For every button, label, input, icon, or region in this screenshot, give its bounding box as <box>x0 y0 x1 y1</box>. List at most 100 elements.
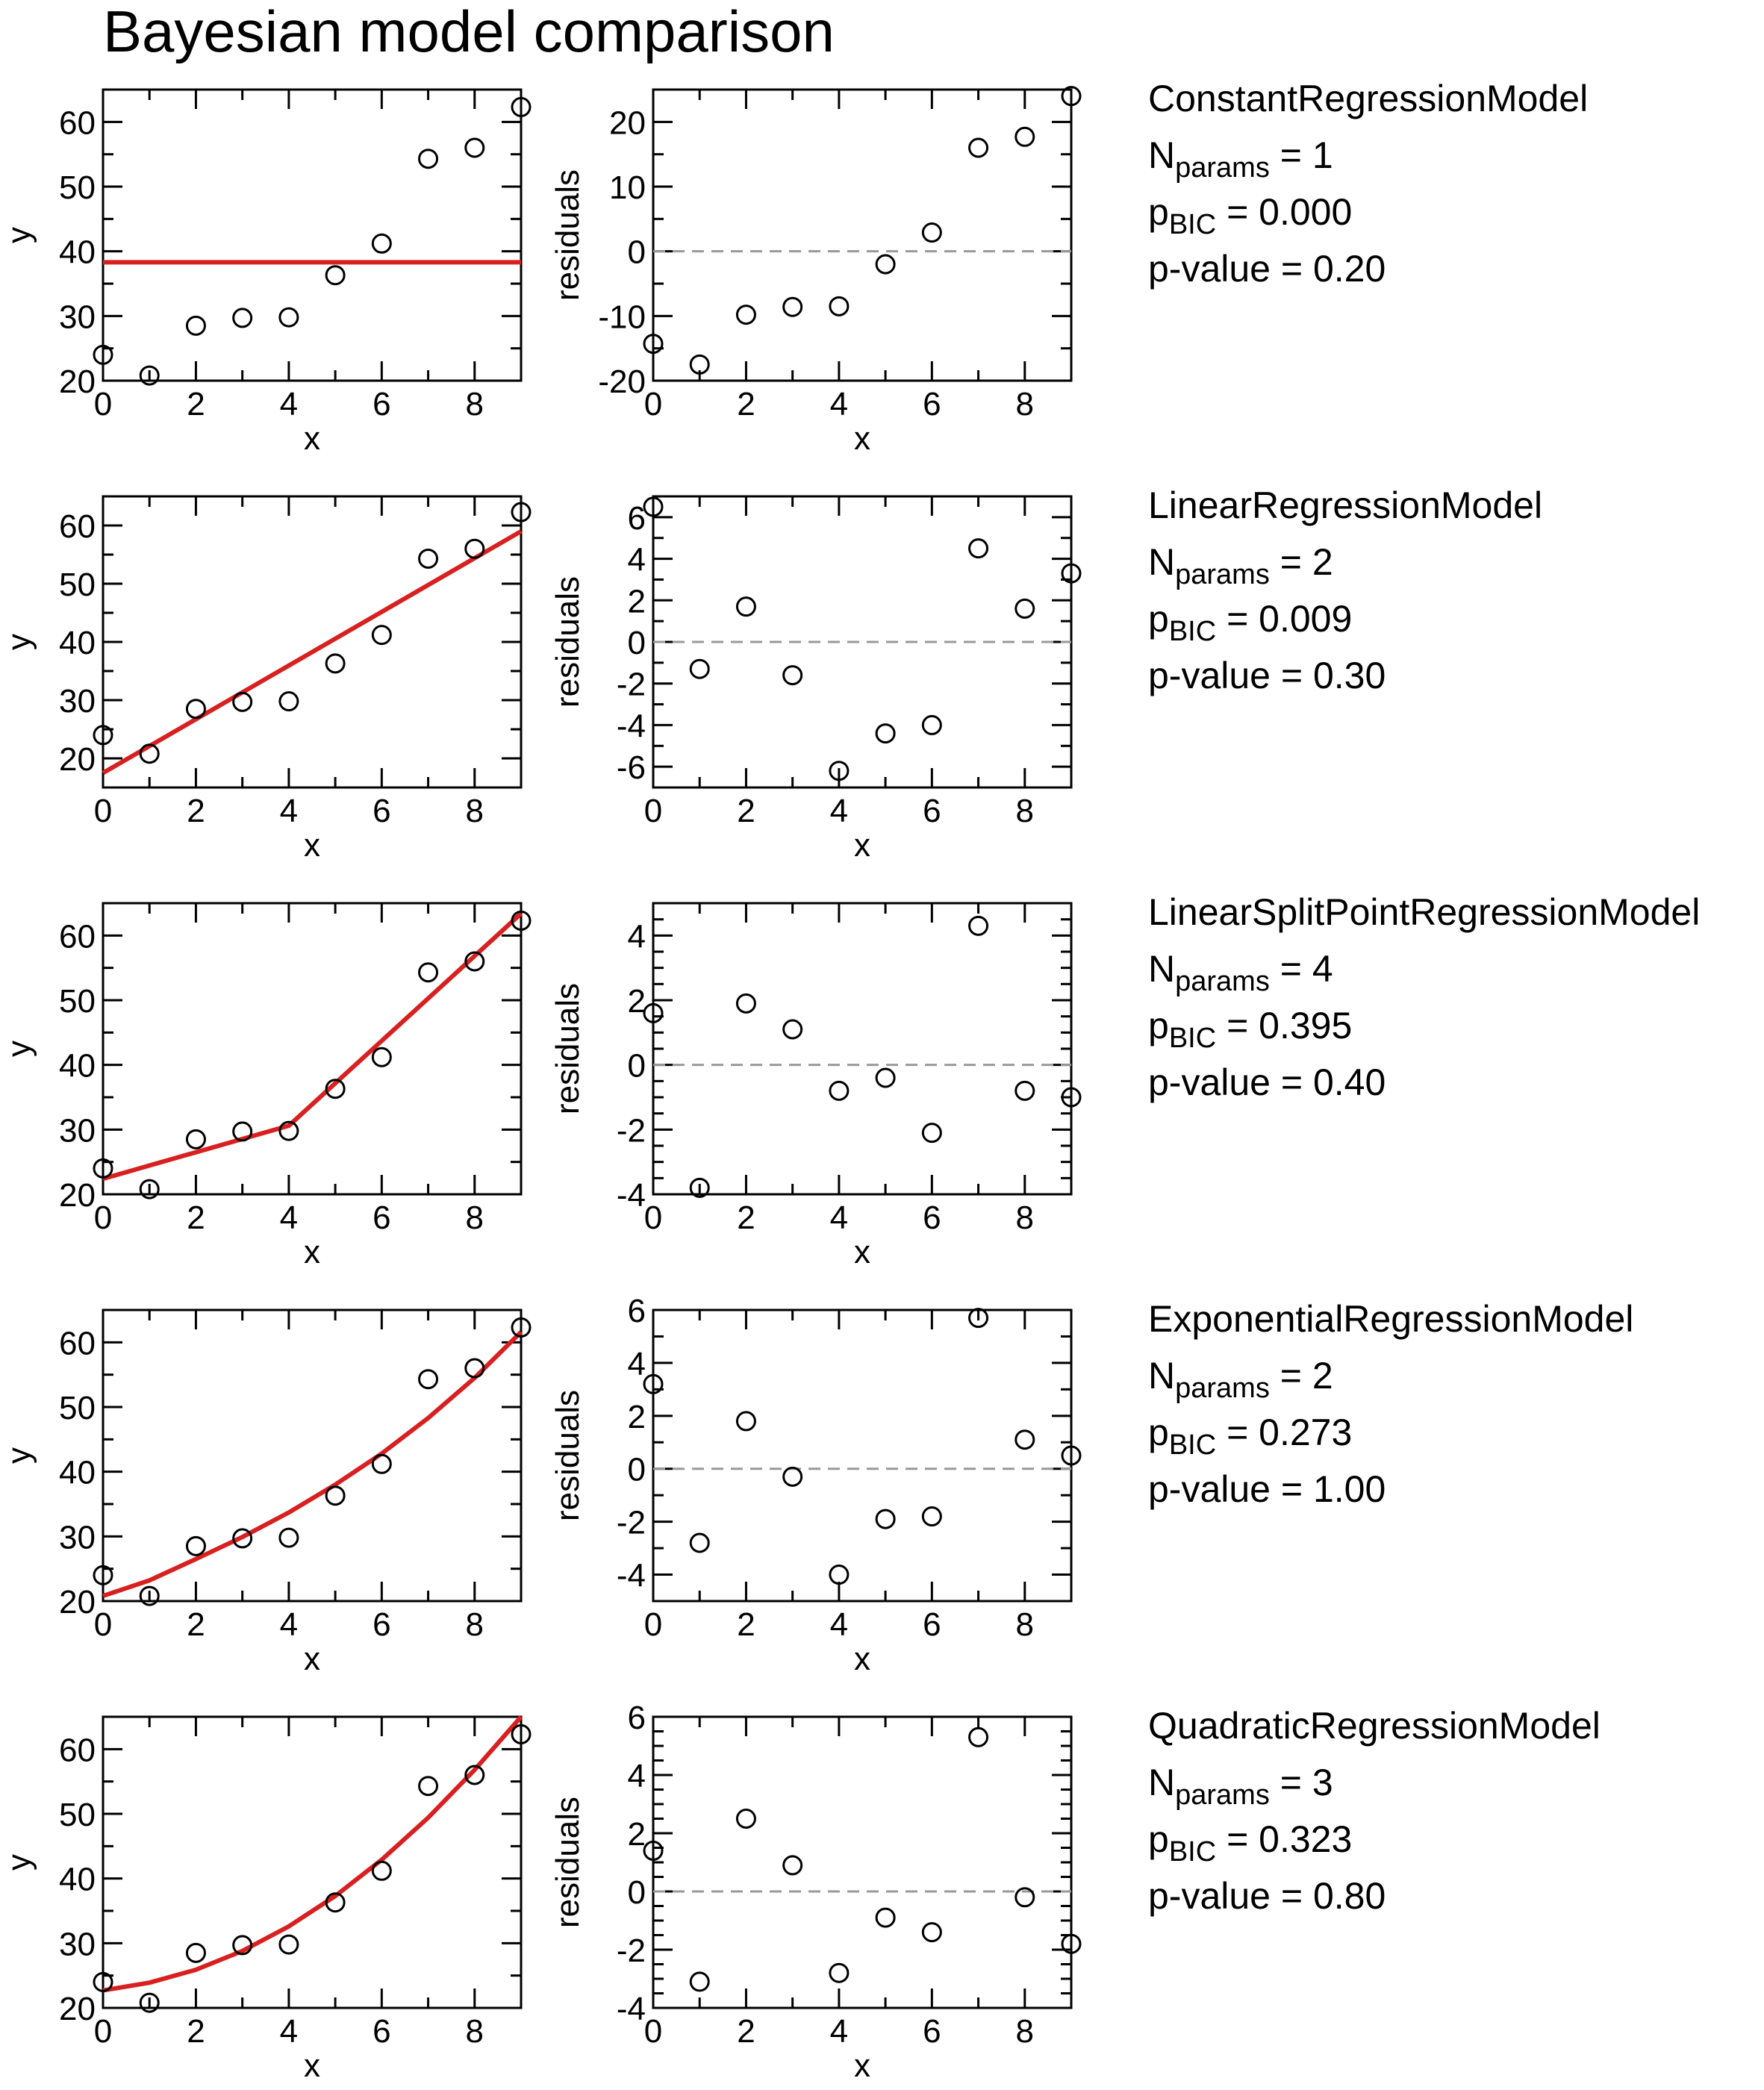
model-name: LinearSplitPointRegressionModel <box>1148 893 1700 931</box>
data-point <box>1015 1429 1035 1450</box>
panel-residuals-2: 0 2 4 6 8 -6 -4 -2 0 2 4 6 x residuals <box>549 495 1082 864</box>
data-point <box>139 1992 160 2013</box>
data-point <box>968 1308 989 1329</box>
plot-frame <box>652 1715 1073 2009</box>
y-tick-label: 60 <box>59 918 96 955</box>
x-tick-label: 2 <box>187 2013 205 2050</box>
p-value-main: p-value <box>1148 655 1271 696</box>
y-tick-label: -4 <box>617 1991 646 2027</box>
data-point <box>875 723 896 744</box>
y-tick-label: 30 <box>59 299 96 335</box>
panel-fit-3: 0 2 4 6 8 20 30 40 50 60 x y <box>1 902 532 1270</box>
data-point <box>689 1532 710 1553</box>
x-tick-label: 6 <box>373 1200 390 1236</box>
data-point <box>735 1809 756 1829</box>
data-point <box>829 1565 850 1585</box>
y-axis-label: residuals <box>549 983 586 1114</box>
x-axis-label: x <box>854 1234 870 1270</box>
data-point <box>735 305 756 325</box>
data-point <box>278 1120 299 1141</box>
p-bic-sub: BIC <box>1168 616 1217 647</box>
p-bic-val: 0.000 <box>1259 191 1353 233</box>
data-point <box>1015 1887 1035 1908</box>
data-point <box>921 714 942 735</box>
data-point <box>689 354 710 375</box>
p-bic-main: p <box>1148 1411 1169 1453</box>
y-tick-label: -4 <box>617 1558 646 1594</box>
y-tick-label: 20 <box>59 1177 96 1214</box>
data-point <box>93 1971 113 1992</box>
p-value-val: 1.00 <box>1312 1468 1386 1510</box>
data-point <box>232 308 253 328</box>
p-bic-plain: = <box>1216 191 1259 233</box>
p-value: p-value = 0.20 <box>1148 250 1386 287</box>
x-tick-label: 2 <box>187 1606 205 1643</box>
y-tick-label: 30 <box>59 1926 96 1962</box>
y-tick-label: 60 <box>59 508 96 545</box>
y-tick-label: 4 <box>628 918 646 955</box>
data-point <box>278 1934 299 1955</box>
x-tick-label: 2 <box>187 1200 205 1236</box>
x-tick-label: 6 <box>923 2013 941 2050</box>
plot-frame <box>102 1308 523 1603</box>
y-tick-label: -2 <box>617 1933 646 1969</box>
data-point <box>735 1411 756 1432</box>
model-name: QuadraticRegressionModel <box>1148 1707 1601 1744</box>
n-params: Nparams = 1 <box>1148 134 1333 182</box>
x-axis-label: x <box>304 827 320 864</box>
n-params-sub: params <box>1175 1373 1270 1404</box>
data-point <box>464 538 485 559</box>
x-tick-label: 6 <box>373 793 390 829</box>
fit-line <box>102 1330 523 1598</box>
data-point <box>232 691 253 712</box>
panel-fit-4: 0 2 4 6 8 20 30 40 50 60 x y <box>1 1308 532 1677</box>
model-name-name: LinearSplitPointRegressionModel <box>1148 891 1701 933</box>
y-tick-label: 40 <box>59 234 96 271</box>
data-point <box>875 1067 896 1088</box>
x-tick-label: 8 <box>1016 386 1034 422</box>
y-tick-label: 40 <box>59 1862 96 1898</box>
y-tick-label: -20 <box>598 364 646 400</box>
data-point <box>782 1019 803 1040</box>
y-tick-label: 4 <box>628 1758 646 1794</box>
y-tick-label: -2 <box>617 1112 646 1149</box>
y-tick-label: 20 <box>609 104 646 141</box>
data-point <box>139 365 160 386</box>
y-axis-label: y <box>1 1041 37 1057</box>
data-point <box>1061 1933 1082 1954</box>
n-params-main: N <box>1148 134 1176 176</box>
data-point <box>1061 1087 1082 1108</box>
y-tick-label: -2 <box>617 667 646 703</box>
y-tick-label: 30 <box>59 1112 96 1149</box>
data-point <box>968 137 989 158</box>
model-name: ConstantRegressionModel <box>1148 80 1588 117</box>
data-point <box>325 265 346 286</box>
x-tick-label: 6 <box>923 1606 941 1643</box>
y-axis-label: residuals <box>549 169 586 301</box>
p-value-plain: = <box>1271 1061 1313 1103</box>
data-point <box>232 1528 253 1549</box>
panel-fit-2: 0 2 4 6 8 20 30 40 50 60 x y <box>1 495 532 864</box>
y-tick-label: -2 <box>617 1505 646 1541</box>
data-point <box>232 1121 253 1142</box>
x-tick-label: 4 <box>280 1200 298 1236</box>
p-bic-main: p <box>1148 1818 1169 1860</box>
data-point <box>325 1892 346 1913</box>
p-bic-sub: BIC <box>1168 1023 1217 1054</box>
data-point <box>968 1726 989 1747</box>
x-tick-label: 0 <box>644 793 662 829</box>
x-axis-label: x <box>304 2047 320 2084</box>
p-value-val: 0.20 <box>1312 248 1386 290</box>
data-point <box>232 1935 253 1956</box>
y-tick-label: 30 <box>59 1519 96 1556</box>
p-bic: pBIC = 0.273 <box>1148 1411 1352 1459</box>
p-value-plain: = <box>1271 655 1313 696</box>
x-axis-label: x <box>854 2047 870 2084</box>
p-bic-val: 0.323 <box>1259 1818 1353 1860</box>
data-point <box>782 1466 803 1487</box>
data-point <box>921 222 942 243</box>
y-tick-label: -6 <box>617 749 646 786</box>
n-params: Nparams = 4 <box>1148 950 1333 996</box>
data-point <box>139 743 160 764</box>
